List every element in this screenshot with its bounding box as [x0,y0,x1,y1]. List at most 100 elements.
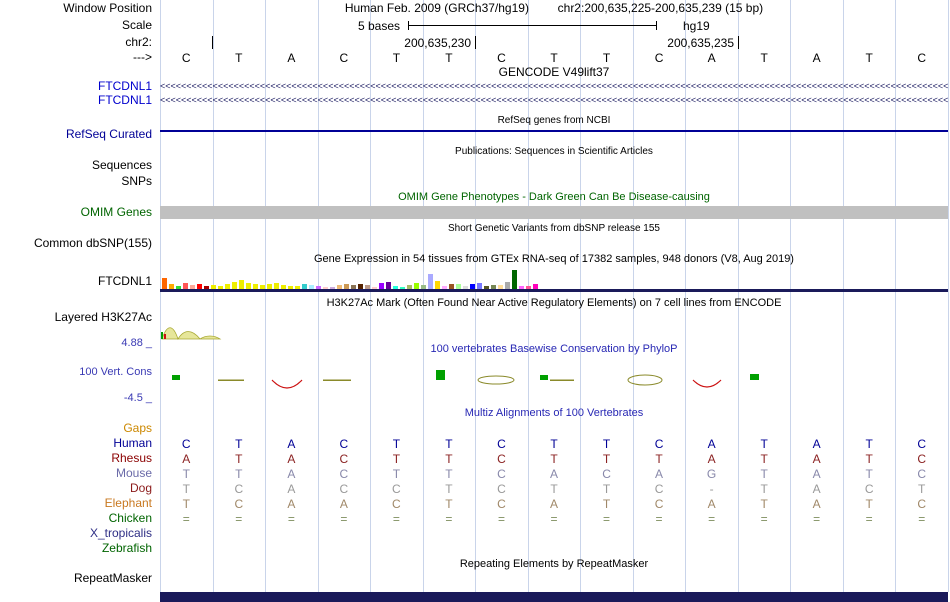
gtex-tissue-bar [372,287,377,290]
strand-label: ---> [133,50,152,64]
aligned-base: A [182,452,191,466]
gtex-tissue-bar [393,286,398,290]
aligned-base: - [709,482,714,496]
species-label[interactable]: Dog [129,481,152,495]
aligned-base: C [497,497,506,511]
bottom-track-bar [160,592,948,602]
reference-base: C [654,51,664,65]
gtex-gene-line[interactable] [160,289,948,292]
aligned-base: A [339,497,348,511]
aligned-base: T [550,482,558,496]
aligned-base: T [182,482,190,496]
base-gridline [842,0,844,592]
scale-bar-right-cap [656,21,657,30]
scale-bar-left-cap [408,21,409,30]
conservation-mark [750,374,759,380]
species-label[interactable]: Mouse [115,466,152,480]
snps-label[interactable]: SNPs [121,174,152,188]
aligned-base: = [182,512,190,526]
omim-gene-bar[interactable] [160,206,948,219]
aligned-base: C [339,482,349,496]
aligned-base: C [234,497,244,511]
aligned-base: C [497,467,506,481]
track-title-multiz[interactable]: Multiz Alignments of 100 Vertebrates [464,407,644,419]
aligned-base: A [287,467,296,481]
aligned-base: A [812,497,821,511]
base-gridline [737,0,739,592]
track-title-refseq[interactable]: RefSeq genes from NCBI [497,115,611,126]
aligned-base: T [235,467,243,481]
aligned-base: C [497,452,506,466]
aligned-base: A [655,467,664,481]
track-title-dbsnp[interactable]: Short Genetic Variants from dbSNP releas… [448,223,660,234]
aligned-base: T [918,482,926,496]
track-title-repeatmasker[interactable]: Repeating Elements by RepeatMasker [459,558,649,570]
aligned-base: C [864,482,874,496]
track-title-phylop[interactable]: 100 vertebrates Basewise Conservation by… [430,343,678,355]
conservation-mark [436,370,445,380]
refseq-gene-line[interactable] [160,130,948,132]
aligned-base: = [287,512,295,526]
omim-label[interactable]: OMIM Genes [80,205,152,219]
gtex-tissue-bar [176,286,181,290]
gtex-gene-label[interactable]: FTCDNL1 [97,274,152,288]
aligned-base: T [392,452,401,466]
base-gridline [895,0,897,592]
track-title-gencode[interactable]: GENCODE V49lift37 [498,65,610,79]
window-position-label: Window Position [63,1,152,15]
aligned-base: T [760,467,768,481]
aligned-base: C [339,467,349,481]
reference-base: A [707,51,716,65]
refseq-label[interactable]: RefSeq Curated [65,127,152,141]
base-gridline [212,0,214,592]
aligned-base: = [918,512,926,526]
aligned-base: A [549,497,559,511]
sequences-label[interactable]: Sequences [91,158,152,172]
species-label[interactable]: Gaps [123,421,152,435]
aligned-base: A [707,437,716,451]
gtex-tissue-bar [169,284,174,290]
species-label[interactable]: Rhesus [111,451,152,465]
gtex-tissue-bar [302,284,307,290]
species-label[interactable]: Elephant [104,496,152,510]
gtex-tissue-bar [274,283,279,290]
cons-label[interactable]: 100 Vert. Cons [79,366,152,378]
aligned-base: A [287,452,296,466]
gene-transcript-line[interactable]: <<<<<<<<<<<<<<<<<<<<<<<<<<<<<<<<<<<<<<<<… [160,95,948,105]
track-title-gtex[interactable]: Gene Expression in 54 tissues from GTEx … [314,253,794,265]
gtex-tissue-bar [267,284,272,290]
species-label[interactable]: Human [113,436,152,450]
track-title-omim[interactable]: OMIM Gene Phenotypes - Dark Green Can Be… [398,191,710,203]
gene-label[interactable]: FTCDNL1 [97,79,152,93]
conservation-mark [218,379,244,381]
dbsnp-label[interactable]: Common dbSNP(155) [33,236,152,250]
cons-min-label: -4.5 _ [123,392,152,404]
gtex-tissue-bar [225,284,230,290]
species-label[interactable]: X_tropicalis [89,526,152,540]
aligned-base: C [497,482,506,496]
reference-base: C [181,51,191,65]
gtex-tissue-bar [197,284,202,290]
gtex-tissue-bar [211,285,216,290]
gtex-tissue-bar [400,287,405,290]
h3k27ac-label[interactable]: Layered H3K27Ac [54,310,152,324]
aligned-base: C [917,452,927,466]
aligned-base: T [445,467,453,481]
conservation-mark [477,375,515,385]
aligned-base: A [812,467,821,481]
species-label[interactable]: Zebrafish [101,541,152,555]
repeatmasker-label[interactable]: RepeatMasker [73,571,152,585]
gtex-tissue-bar [295,286,300,290]
gtex-tissue-bar [386,282,391,290]
track-title-publications[interactable]: Publications: Sequences in Scientific Ar… [455,146,653,157]
conservation-mark [540,375,548,380]
gene-label[interactable]: FTCDNL1 [97,93,152,107]
track-title-h3k27ac[interactable]: H3K27Ac Mark (Often Found Near Active Re… [326,297,782,309]
species-label[interactable]: Chicken [108,511,152,525]
gtex-tissue-bar [512,270,517,290]
gene-transcript-line[interactable]: <<<<<<<<<<<<<<<<<<<<<<<<<<<<<<<<<<<<<<<<… [160,81,948,91]
